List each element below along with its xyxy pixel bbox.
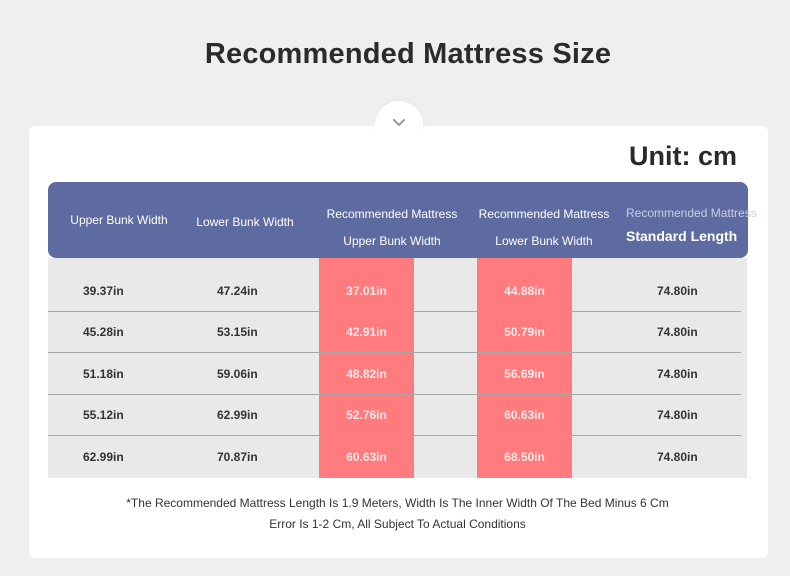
table-row: 51.18in 59.06in 48.82in 56.69in 74.80in: [48, 353, 741, 395]
page-title: Recommended Mattress Size: [204, 38, 612, 70]
cell-lower-bunk-width: 53.15in: [217, 325, 258, 339]
table-body: 39.37in 47.24in 37.01in 44.88in 74.80in …: [48, 258, 747, 478]
footnote-line: Error Is 1-2 Cm, All Subject To Actual C…: [269, 517, 526, 531]
cell-upper-bunk-width: 39.37in: [83, 284, 124, 298]
cell-recommended-length: 74.80in: [657, 325, 698, 339]
header-line: Lower Bunk Width: [495, 234, 593, 248]
cell-recommended-lower: 68.50in: [504, 450, 545, 464]
collapse-toggle[interactable]: [375, 101, 423, 149]
cell-lower-bunk-width: 47.24in: [217, 284, 258, 298]
header-lower-bunk-width: Lower Bunk Width: [196, 215, 294, 229]
table-header: Upper Bunk Width Lower Bunk Width Recomm…: [48, 182, 757, 258]
cell-recommended-length: 74.80in: [657, 284, 698, 298]
cell-lower-bunk-width: 59.06in: [217, 367, 258, 381]
table-row: 39.37in 47.24in 37.01in 44.88in 74.80in: [48, 270, 741, 312]
footnote: *The Recommended Mattress Length Is 1.9 …: [28, 493, 767, 535]
header-line: Recommended Mattress: [626, 206, 757, 220]
row-divider: [48, 394, 741, 395]
highlight-column-lower: [477, 258, 572, 478]
highlight-column-upper: [319, 258, 414, 478]
cell-recommended-upper: 42.91in: [346, 325, 387, 339]
header-line: Upper Bunk Width: [343, 234, 441, 248]
cell-recommended-length: 74.80in: [657, 367, 698, 381]
unit-label: Unit: cm: [629, 141, 737, 171]
cell-upper-bunk-width: 55.12in: [83, 408, 124, 422]
row-divider: [48, 311, 741, 312]
cell-recommended-upper: 37.01in: [346, 284, 387, 298]
cell-lower-bunk-width: 70.87in: [217, 450, 258, 464]
chevron-down-icon: [393, 119, 405, 126]
cell-upper-bunk-width: 51.18in: [83, 367, 124, 381]
cell-upper-bunk-width: 62.99in: [83, 450, 124, 464]
cell-recommended-upper: 52.76in: [346, 408, 387, 422]
header-line: Recommended Mattress: [326, 207, 458, 221]
cell-lower-bunk-width: 62.99in: [217, 408, 258, 422]
cell-recommended-lower: 56.69in: [504, 367, 545, 381]
cell-recommended-length: 74.80in: [657, 408, 698, 422]
header-upper-bunk-width: Upper Bunk Width: [70, 213, 168, 227]
cell-recommended-lower: 60.63in: [504, 408, 545, 422]
cell-upper-bunk-width: 45.28in: [83, 325, 124, 339]
row-divider: [48, 435, 741, 436]
header-line: Standard Length: [626, 228, 738, 244]
cell-recommended-lower: 44.88in: [504, 284, 545, 298]
header-line: Recommended Mattress: [478, 207, 610, 221]
table-row: 62.99in 70.87in 60.63in 68.50in 74.80in: [48, 436, 741, 478]
header-recommended-length: Recommended Mattress Standard Length: [626, 202, 766, 248]
cell-recommended-length: 74.80in: [657, 450, 698, 464]
table-row: 55.12in 62.99in 52.76in 60.63in 74.80in: [48, 394, 741, 436]
footnote-line: *The Recommended Mattress Length Is 1.9 …: [126, 496, 669, 510]
header-recommended-upper-width: Recommended Mattress Upper Bunk Width: [318, 201, 466, 255]
row-divider: [48, 352, 741, 353]
table-row: 45.28in 53.15in 42.91in 50.79in 74.80in: [48, 311, 741, 353]
cell-recommended-lower: 50.79in: [504, 325, 545, 339]
cell-recommended-upper: 48.82in: [346, 367, 387, 381]
header-recommended-lower-width: Recommended Mattress Lower Bunk Width: [470, 201, 618, 255]
cell-recommended-upper: 60.63in: [346, 450, 387, 464]
